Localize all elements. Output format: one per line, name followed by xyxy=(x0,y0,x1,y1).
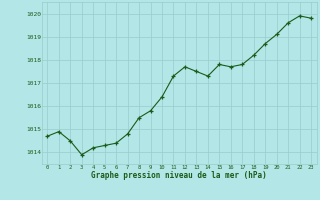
X-axis label: Graphe pression niveau de la mer (hPa): Graphe pression niveau de la mer (hPa) xyxy=(91,171,267,180)
